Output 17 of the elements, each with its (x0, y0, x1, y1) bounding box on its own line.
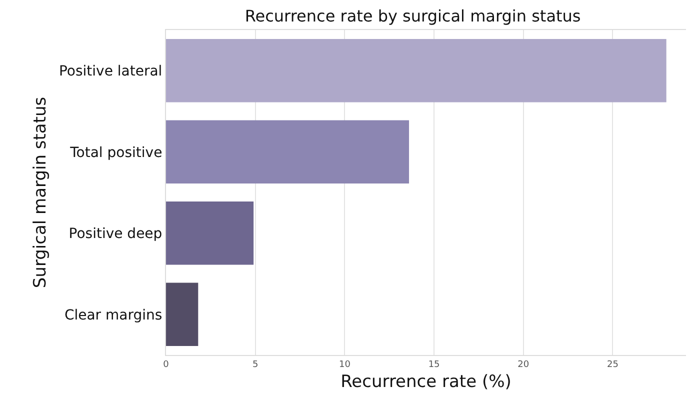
y-tick-label: Positive lateral (58, 64, 162, 80)
x-axis-title: Recurrence rate (%) (340, 372, 512, 392)
x-tick-label: 25 (607, 360, 618, 370)
y-tick-label: Clear margins (64, 307, 162, 324)
x-tick-label: 5 (252, 360, 258, 370)
x-tick-label: 0 (163, 360, 170, 370)
x-tick-label: 15 (428, 360, 440, 370)
bar (166, 38, 666, 102)
x-tick-label: 20 (518, 360, 530, 370)
chart-title: Recurrence rate by surgical margin status (244, 6, 581, 26)
y-tick-label: Total positive (69, 144, 162, 161)
bar (166, 282, 198, 346)
bar (166, 120, 410, 184)
y-axis-title: Surgical margin status (30, 96, 51, 288)
y-tick-label: Positive deep (68, 226, 162, 242)
bar (166, 201, 254, 265)
x-tick-label: 10 (338, 360, 351, 370)
